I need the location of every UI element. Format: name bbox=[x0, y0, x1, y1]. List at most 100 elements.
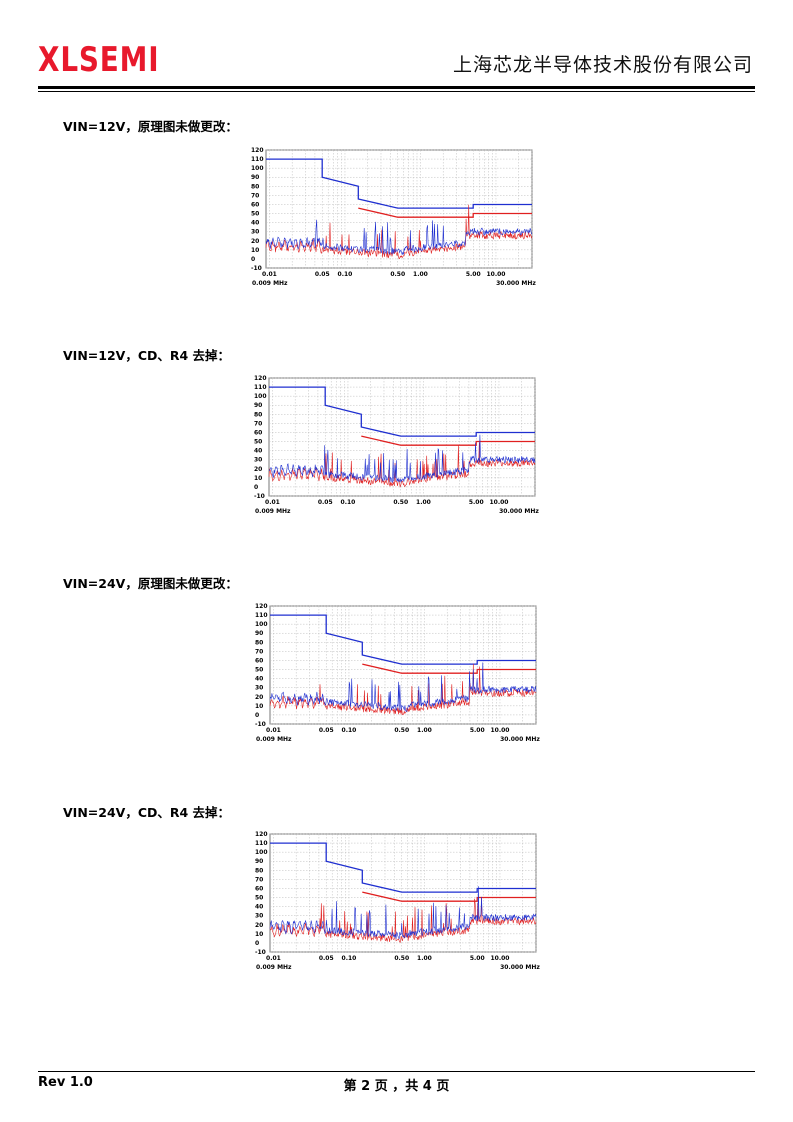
y-tick-label: 120 bbox=[255, 603, 268, 610]
revision-label: Rev 1.0 bbox=[38, 1075, 93, 1090]
y-tick-label: 50 bbox=[254, 439, 262, 446]
x-tick-label: 0.50 bbox=[394, 955, 409, 962]
y-tick-label: 100 bbox=[255, 621, 268, 628]
x-tick-label: 0.01 bbox=[262, 271, 277, 278]
limit-line-upper bbox=[266, 158, 532, 209]
y-tick-label: 100 bbox=[255, 849, 268, 856]
y-tick-label: 10 bbox=[255, 703, 263, 710]
company-logo: XLSEMI bbox=[38, 40, 160, 80]
x-tick-label: 10.00 bbox=[490, 727, 509, 734]
y-tick-label: -10 bbox=[255, 721, 266, 728]
trace-quasi-peak bbox=[269, 662, 537, 712]
y-tick-label: 70 bbox=[255, 876, 263, 883]
limit-line-lower bbox=[362, 891, 536, 902]
y-tick-label: 90 bbox=[254, 402, 262, 409]
x-tick-label: 0.01 bbox=[265, 499, 280, 506]
y-tick-label: 90 bbox=[255, 858, 263, 865]
y-tick-label: 80 bbox=[251, 183, 259, 190]
footer-rule bbox=[38, 1071, 755, 1072]
y-tick-label: 80 bbox=[255, 867, 263, 874]
y-tick-label: 80 bbox=[254, 411, 262, 418]
trace-average bbox=[265, 204, 533, 259]
y-tick-label: 30 bbox=[251, 229, 259, 236]
x-tick-label: 5.00 bbox=[466, 271, 481, 278]
y-tick-label: 60 bbox=[255, 657, 263, 664]
limit-line-lower bbox=[362, 663, 536, 674]
section-caption-4: VIN=24V，CD、R4 去掉： bbox=[63, 805, 231, 820]
x-end-label: 30.000 MHz bbox=[499, 508, 539, 515]
x-end-label: 30.000 MHz bbox=[500, 964, 540, 971]
x-tick-label: 0.05 bbox=[315, 271, 330, 278]
x-tick-label: 1.00 bbox=[417, 955, 432, 962]
plot-frame bbox=[269, 605, 537, 725]
trace-average bbox=[269, 896, 537, 943]
trace-average bbox=[268, 442, 536, 488]
plot-frame bbox=[265, 149, 533, 269]
x-tick-label: 0.05 bbox=[319, 727, 334, 734]
x-start-label: 0.009 MHz bbox=[255, 508, 291, 515]
limit-line-lower bbox=[361, 435, 535, 446]
y-tick-label: 70 bbox=[251, 192, 259, 199]
y-tick-label: 60 bbox=[251, 201, 259, 208]
x-tick-label: 5.00 bbox=[470, 727, 485, 734]
x-tick-label: 1.00 bbox=[416, 499, 431, 506]
y-tick-label: 120 bbox=[251, 147, 264, 154]
y-tick-label: 30 bbox=[255, 685, 263, 692]
limit-line-upper bbox=[270, 842, 536, 893]
x-tick-label: 0.10 bbox=[341, 499, 356, 506]
x-tick-label: 5.00 bbox=[470, 955, 485, 962]
plot-frame bbox=[268, 377, 536, 497]
y-tick-label: 20 bbox=[255, 694, 263, 701]
trace-quasi-peak bbox=[268, 434, 536, 484]
y-tick-label: 60 bbox=[255, 885, 263, 892]
section-caption-1: VIN=12V，原理图未做更改： bbox=[63, 119, 238, 134]
y-tick-label: 20 bbox=[254, 466, 262, 473]
emi-chart-4: 120 110 100 90 80 70 60 50 40 30 20 10 0 -10 0.01 0.05 0… bbox=[254, 831, 544, 979]
x-tick-label: 0.10 bbox=[342, 727, 357, 734]
x-tick-label: 0.01 bbox=[266, 955, 281, 962]
y-tick-label: 50 bbox=[255, 895, 263, 902]
x-tick-label: 1.00 bbox=[413, 271, 428, 278]
y-tick-label: 110 bbox=[251, 156, 264, 163]
y-tick-label: 20 bbox=[251, 238, 259, 245]
x-tick-label: 0.50 bbox=[393, 499, 408, 506]
y-tick-label: 70 bbox=[254, 420, 262, 427]
y-tick-label: 100 bbox=[251, 165, 264, 172]
x-tick-label: 10.00 bbox=[489, 499, 508, 506]
limit-line-lower bbox=[358, 207, 532, 218]
y-tick-label: 50 bbox=[251, 211, 259, 218]
y-tick-label: 110 bbox=[255, 840, 268, 847]
y-tick-label: 120 bbox=[255, 831, 268, 838]
emi-chart-3: 120 110 100 90 80 70 60 50 40 30 20 10 0 -10 0.01 0.05 0… bbox=[254, 603, 544, 751]
y-tick-label: 60 bbox=[254, 429, 262, 436]
y-tick-label: 110 bbox=[254, 384, 267, 391]
y-tick-label: 30 bbox=[254, 457, 262, 464]
y-tick-label: 40 bbox=[255, 904, 263, 911]
emi-chart-2: 120 110 100 90 80 70 60 50 40 30 20 10 0 -10 0.01 0.05 0… bbox=[253, 375, 543, 523]
trace-quasi-peak bbox=[265, 219, 533, 255]
x-tick-label: 1.00 bbox=[417, 727, 432, 734]
company-name: 上海芯龙半导体技术股份有限公司 bbox=[452, 54, 753, 76]
y-tick-label: 0 bbox=[254, 484, 258, 491]
y-tick-label: 50 bbox=[255, 667, 263, 674]
trace-quasi-peak bbox=[269, 886, 537, 939]
x-tick-label: 0.05 bbox=[319, 955, 334, 962]
y-tick-label: -10 bbox=[251, 265, 262, 272]
y-tick-label: 0 bbox=[251, 256, 255, 263]
x-start-label: 0.009 MHz bbox=[256, 964, 292, 971]
y-tick-label: 30 bbox=[255, 913, 263, 920]
y-tick-label: -10 bbox=[254, 493, 265, 500]
y-tick-label: 10 bbox=[254, 475, 262, 482]
y-tick-label: 40 bbox=[255, 676, 263, 683]
y-tick-label: 100 bbox=[254, 393, 267, 400]
x-tick-label: 0.10 bbox=[338, 271, 353, 278]
section-caption-2: VIN=12V，CD、R4 去掉： bbox=[63, 348, 231, 363]
emi-chart-1: 120 110 100 90 80 70 60 50 40 30 20 10 0 -10 0.01 0.05 0… bbox=[250, 147, 540, 295]
x-start-label: 0.009 MHz bbox=[252, 280, 288, 287]
y-tick-label: 10 bbox=[251, 247, 259, 254]
y-tick-label: 120 bbox=[254, 375, 267, 382]
x-tick-label: 10.00 bbox=[486, 271, 505, 278]
limit-line-upper bbox=[269, 386, 535, 437]
y-tick-label: 70 bbox=[255, 648, 263, 655]
